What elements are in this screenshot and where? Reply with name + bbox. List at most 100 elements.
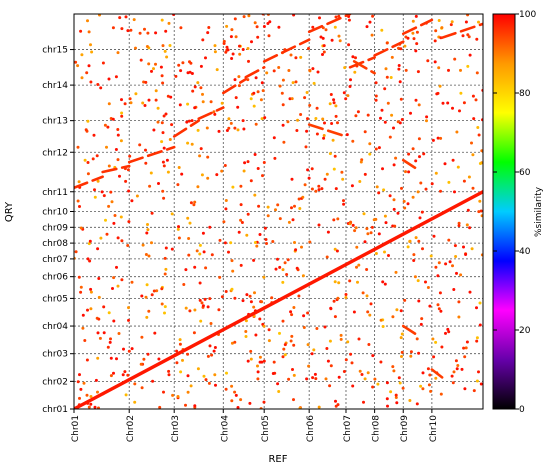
scatter-point <box>336 217 340 221</box>
scatter-point <box>465 340 469 344</box>
scatter-point <box>190 119 194 123</box>
x-tick-label: Chr07 <box>343 415 353 442</box>
x-tick-label: Chr05 <box>261 415 271 442</box>
scatter-point <box>107 164 111 168</box>
colorbar-tick-label: 0 <box>519 405 525 415</box>
scatter-point <box>432 234 436 238</box>
scatter-point <box>374 94 378 98</box>
scatter-point <box>297 197 301 201</box>
scatter-point <box>312 348 316 352</box>
scatter-point <box>298 406 302 409</box>
scatter-point <box>132 18 136 22</box>
scatter-point <box>365 294 369 298</box>
scatter-point <box>88 239 92 243</box>
scatter-point <box>463 355 467 359</box>
y-tick-label: chr15 <box>42 46 68 56</box>
scatter-point <box>135 194 139 198</box>
scatter-point <box>434 171 438 175</box>
scatter-point <box>434 376 438 380</box>
scatter-point <box>256 370 260 374</box>
scatter-point <box>237 75 241 79</box>
scatter-point <box>154 31 158 35</box>
scatter-point <box>399 47 403 51</box>
scatter-point <box>450 20 454 24</box>
scatter-point <box>220 101 224 105</box>
scatter-point <box>93 405 97 409</box>
scatter-point <box>313 372 317 376</box>
scatter-point <box>388 194 392 198</box>
scatter-point <box>274 267 278 271</box>
scatter-point <box>409 111 412 115</box>
scatter-point <box>256 377 260 381</box>
scatter-point <box>328 339 332 343</box>
scatter-point <box>79 290 83 294</box>
scatter-point <box>83 339 87 342</box>
scatter-point <box>400 186 403 190</box>
scatter-point <box>425 119 428 123</box>
scatter-point <box>230 57 234 60</box>
scatter-point <box>371 14 375 18</box>
scatter-point <box>165 55 169 59</box>
scatter-point <box>107 311 111 315</box>
scatter-point <box>332 98 336 102</box>
scatter-point <box>415 42 419 46</box>
scatter-point <box>85 393 89 397</box>
scatter-point <box>397 64 401 67</box>
scatter-point <box>209 322 213 325</box>
scatter-point <box>385 397 389 401</box>
scatter-point <box>227 126 231 130</box>
scatter-point <box>302 326 306 329</box>
scatter-point <box>312 81 316 85</box>
scatter-point <box>462 346 466 350</box>
scatter-point <box>187 237 191 240</box>
scatter-point <box>417 137 421 141</box>
alignment-segment <box>307 14 352 34</box>
scatter-point <box>346 340 350 344</box>
scatter-point <box>120 114 124 118</box>
scatter-point <box>365 25 369 29</box>
scatter-point <box>315 327 319 330</box>
scatter-point <box>479 382 483 386</box>
scatter-point <box>409 354 413 358</box>
x-tick-label: Chr02 <box>126 415 136 442</box>
scatter-point <box>193 200 197 204</box>
scatter-point <box>424 280 427 284</box>
scatter-point <box>294 248 298 252</box>
scatter-point <box>226 48 230 52</box>
scatter-point <box>368 313 372 317</box>
scatter-point <box>379 360 383 364</box>
scatter-point <box>231 269 235 273</box>
scatter-point <box>239 203 243 207</box>
scatter-point <box>288 97 292 101</box>
scatter-point <box>80 76 84 80</box>
scatter-point <box>305 377 309 381</box>
scatter-point <box>454 255 458 258</box>
scatter-point <box>264 238 268 241</box>
alignment-segment <box>348 56 376 69</box>
scatter-point <box>374 147 378 151</box>
scatter-point <box>396 211 400 215</box>
scatter-point <box>112 371 115 375</box>
scatter-point <box>278 331 281 335</box>
scatter-point <box>300 245 303 249</box>
scatter-point <box>444 262 448 266</box>
scatter-point <box>478 323 482 327</box>
scatter-point <box>99 236 103 240</box>
scatter-point <box>434 265 438 269</box>
scatter-point <box>89 402 93 406</box>
scatter-point <box>394 396 398 399</box>
scatter-point <box>406 36 410 40</box>
scatter-point <box>114 148 118 151</box>
scatter-point <box>457 221 461 225</box>
scatter-point <box>76 64 80 68</box>
scatter-point <box>160 74 164 78</box>
scatter-point <box>307 176 311 180</box>
scatter-point <box>362 212 366 216</box>
scatter-point <box>104 218 107 222</box>
scatter-point <box>394 156 398 160</box>
scatter-point <box>258 355 262 359</box>
scatter-point <box>391 365 395 369</box>
y-tick-label: chr03 <box>42 350 68 360</box>
scatter-point <box>223 164 227 167</box>
scatter-points <box>74 14 483 409</box>
